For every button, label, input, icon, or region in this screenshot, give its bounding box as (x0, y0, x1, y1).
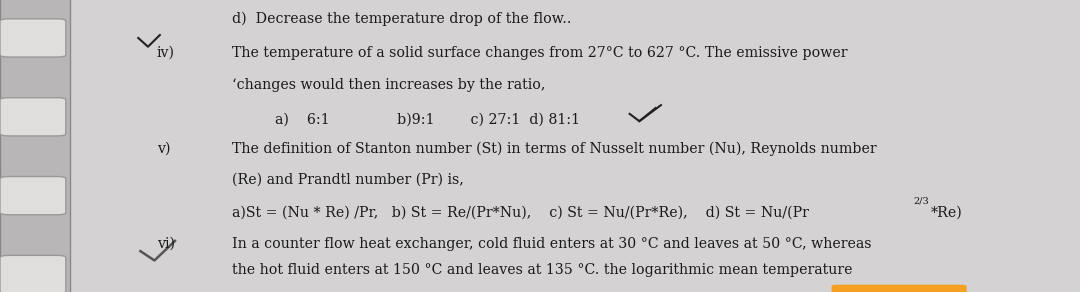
FancyBboxPatch shape (0, 0, 70, 292)
FancyBboxPatch shape (0, 176, 66, 215)
FancyBboxPatch shape (832, 285, 967, 292)
Text: *Re): *Re) (931, 206, 962, 220)
Text: (Re) and Prandtl number (Pr) is,: (Re) and Prandtl number (Pr) is, (232, 173, 464, 187)
Text: ‘changes would then increases by the ratio,: ‘changes would then increases by the rat… (232, 78, 545, 92)
Text: The definition of Stanton number (St) in terms of Nusselt number (Nu), Reynolds : The definition of Stanton number (St) in… (232, 142, 877, 156)
Text: v): v) (157, 142, 171, 156)
Text: d)  Decrease the temperature drop of the flow..: d) Decrease the temperature drop of the … (232, 12, 571, 26)
Text: In a counter flow heat exchanger, cold fluid enters at 30 °C and leaves at 50 °C: In a counter flow heat exchanger, cold f… (232, 237, 872, 251)
Text: The temperature of a solid surface changes from 27°C to 627 °C. The emissive pow: The temperature of a solid surface chang… (232, 46, 848, 60)
FancyBboxPatch shape (0, 19, 66, 57)
Text: vi): vi) (157, 237, 175, 251)
Text: a)    6:1               b)9:1        c) 27:1  d) 81:1: a) 6:1 b)9:1 c) 27:1 d) 81:1 (275, 113, 580, 127)
FancyBboxPatch shape (0, 255, 66, 292)
Text: 2/3: 2/3 (914, 197, 930, 206)
Text: a)St = (Nu * Re) /Pr,   b) St = Re/(Pr*Nu),    c) St = Nu/(Pr*Re),    d) St = Nu: a)St = (Nu * Re) /Pr, b) St = Re/(Pr*Nu)… (232, 206, 809, 220)
Text: iv): iv) (157, 46, 175, 60)
FancyBboxPatch shape (0, 98, 66, 136)
Text: the hot fluid enters at 150 °C and leaves at 135 °C. the logarithmic mean temper: the hot fluid enters at 150 °C and leave… (232, 263, 853, 277)
